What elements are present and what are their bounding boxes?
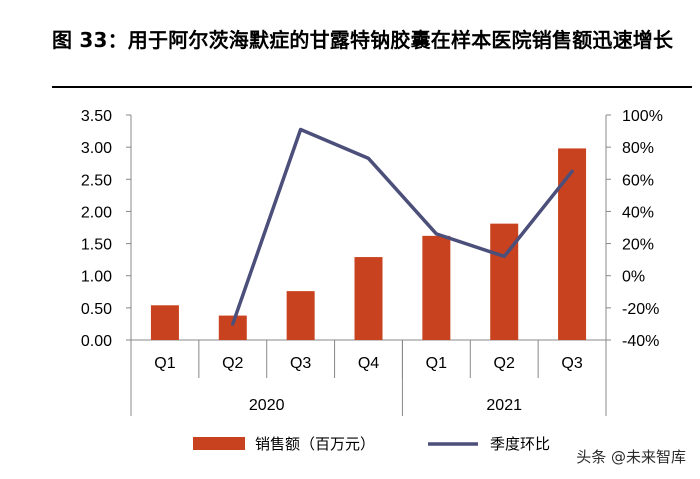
left-tick-label: 3.00 xyxy=(81,140,112,157)
left-tick-label: 1.50 xyxy=(81,237,112,254)
right-tick-label: -20% xyxy=(622,301,659,318)
title-underline xyxy=(52,86,692,88)
legend-swatch-sales xyxy=(193,437,245,450)
right-tick-label: 0% xyxy=(622,269,645,286)
left-tick-label: 1.00 xyxy=(81,269,112,286)
category-label: Q3 xyxy=(290,355,311,372)
qoq-growth-line xyxy=(231,127,574,326)
right-tick-label: 100% xyxy=(622,108,663,125)
sales-bar xyxy=(558,148,587,340)
year-label: 2020 xyxy=(249,397,285,414)
legend-label-sales: 销售额（百万元） xyxy=(255,435,375,453)
sales-bar xyxy=(354,257,383,340)
sales-bar xyxy=(422,235,451,340)
left-tick-label: 2.00 xyxy=(81,204,112,221)
right-tick-label: 20% xyxy=(622,237,654,254)
sales-bar xyxy=(150,305,179,340)
sales-bar xyxy=(490,223,519,340)
left-tick-label: 3.50 xyxy=(81,108,112,125)
category-label: Q1 xyxy=(154,355,175,372)
right-tick-label: 80% xyxy=(622,140,654,157)
category-label: Q4 xyxy=(358,355,379,372)
legend-label-qoq: 季度环比 xyxy=(490,435,550,453)
right-tick-label: -40% xyxy=(622,333,659,350)
category-label: Q3 xyxy=(561,355,582,372)
year-label: 2021 xyxy=(486,397,522,414)
left-tick-label: 0.00 xyxy=(81,333,112,350)
left-tick-label: 2.50 xyxy=(81,172,112,189)
category-label: Q2 xyxy=(222,355,243,372)
watermark: 头条 @未来智库 xyxy=(576,448,686,466)
right-tick-label: 40% xyxy=(622,204,654,221)
category-label: Q2 xyxy=(494,355,515,372)
category-label: Q1 xyxy=(426,355,447,372)
left-tick-label: 0.50 xyxy=(81,301,112,318)
chart-title: 图 33：用于阿尔茨海默症的甘露特钠胶囊在样本医院销售额迅速增长 xyxy=(52,28,674,52)
right-tick-label: 60% xyxy=(622,172,654,189)
sales-bar xyxy=(286,291,315,340)
